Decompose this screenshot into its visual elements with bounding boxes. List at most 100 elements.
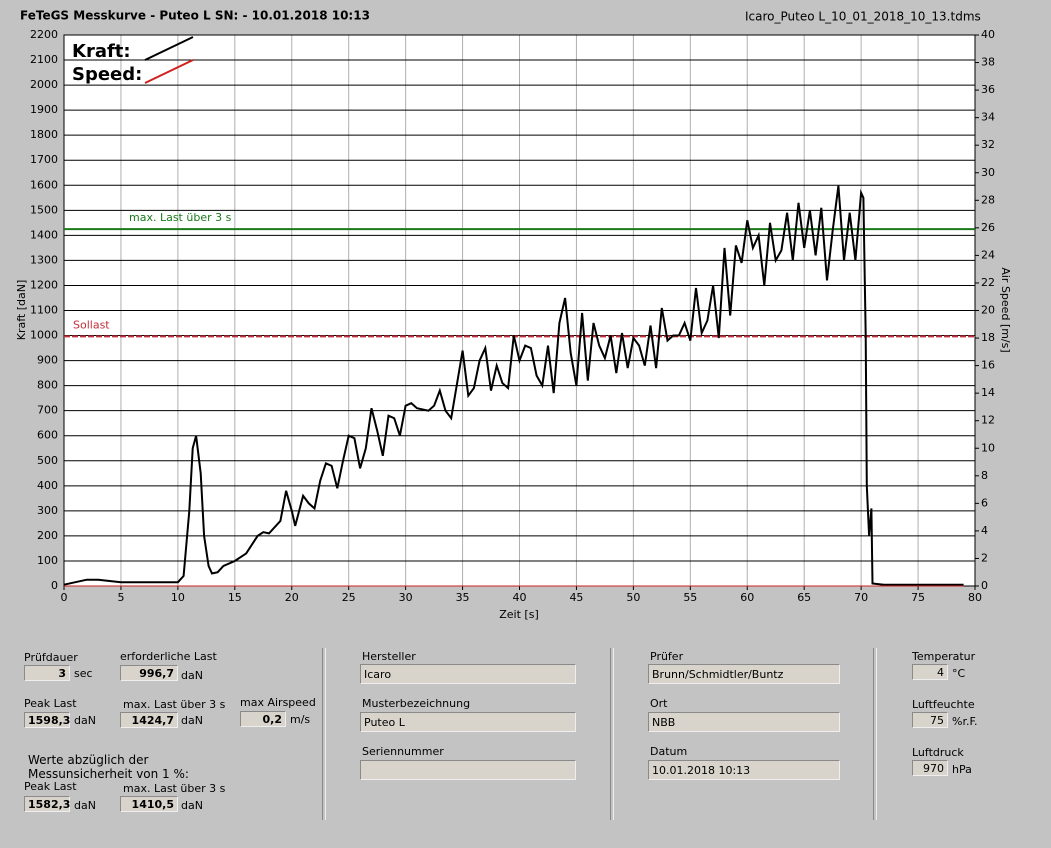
y2-tick-label: 24 (981, 248, 995, 261)
y-tick-label: 900 (37, 354, 58, 367)
unit: °C (952, 667, 966, 680)
value: 1582,3 (24, 796, 70, 812)
y2-tick-label: 28 (981, 193, 995, 206)
unit: daN (181, 669, 203, 682)
x-tick-label: 0 (61, 591, 68, 604)
note: Messunsicherheit von 1 %: (28, 767, 189, 781)
y2-tick-label: 38 (981, 56, 995, 69)
label: max Airspeed (240, 696, 316, 709)
value: 970 (912, 760, 948, 776)
value: 1410,5 (120, 796, 178, 812)
unit: daN (181, 799, 203, 812)
y2-tick-label: 2 (981, 551, 988, 564)
value: 1424,7 (120, 712, 178, 728)
y2-label: Air Speed [m/s] (999, 267, 1012, 352)
y2-tick-label: 34 (981, 111, 995, 124)
legend-label: Speed: (72, 64, 142, 85)
y-tick-label: 1500 (30, 203, 58, 216)
chart: FeTeGS Messkurve - Puteo L SN: - 10.01.2… (15, 9, 1012, 622)
y2-tick-label: 16 (981, 359, 995, 372)
label: Datum (650, 745, 688, 758)
x-tick-label: 80 (968, 591, 982, 604)
y2-tick-label: 6 (981, 496, 988, 509)
x-tick-label: 65 (797, 591, 811, 604)
y-tick-label: 500 (37, 454, 58, 467)
y2-tick-label: 8 (981, 469, 988, 482)
y-tick-label: 1300 (30, 253, 58, 266)
label: Seriennummer (362, 745, 444, 758)
label: Peak Last (24, 697, 77, 710)
value: 75 (912, 712, 948, 728)
value: 4 (912, 664, 948, 680)
unit: m/s (290, 713, 311, 726)
label: max. Last über 3 s (123, 698, 226, 711)
legend-label: Kraft: (72, 41, 131, 62)
y2-tick-label: 22 (981, 276, 995, 289)
y-tick-label: 1700 (30, 153, 58, 166)
field (360, 760, 576, 780)
x-tick-label: 30 (399, 591, 413, 604)
y-tick-label: 2100 (30, 53, 58, 66)
value: 1598,3 (24, 712, 70, 728)
label: Temperatur (912, 650, 976, 663)
x-tick-label: 5 (117, 591, 124, 604)
value: 3 (24, 665, 70, 681)
y-tick-label: 1100 (30, 304, 58, 317)
legend-swatch (144, 36, 194, 61)
y2-tick-label: 18 (981, 331, 995, 344)
y2-tick-label: 32 (981, 138, 995, 151)
x-tick-label: 60 (740, 591, 754, 604)
label: Peak Last (24, 780, 77, 793)
label: Luftdruck (912, 746, 964, 759)
x-tick-label: 45 (569, 591, 583, 604)
field: NBB (648, 712, 840, 732)
label: erforderliche Last (120, 650, 217, 663)
note: Werte abzüglich der (28, 753, 149, 767)
x-tick-label: 35 (456, 591, 470, 604)
label: Ort (650, 697, 668, 710)
field: 10.01.2018 10:13 (648, 760, 840, 780)
field: Puteo L (360, 712, 576, 732)
y2-tick-label: 30 (981, 166, 995, 179)
y2-tick-label: 26 (981, 221, 995, 234)
x-label: Zeit [s] (499, 608, 538, 621)
legend-swatch (144, 59, 194, 84)
unit: daN (74, 799, 96, 812)
y-tick-label: 600 (37, 429, 58, 442)
y-tick-label: 400 (37, 479, 58, 492)
x-tick-label: 55 (683, 591, 697, 604)
y-tick-label: 200 (37, 529, 58, 542)
value: 0,2 (240, 711, 286, 727)
x-tick-label: 20 (285, 591, 299, 604)
y2-tick-label: 10 (981, 441, 995, 454)
unit: %r.F. (952, 715, 978, 728)
y-tick-label: 2000 (30, 78, 58, 91)
x-tick-label: 40 (513, 591, 527, 604)
y2-tick-label: 12 (981, 414, 995, 427)
separator (610, 648, 614, 820)
y-tick-label: 0 (51, 579, 58, 592)
label: Musterbezeichnung (362, 697, 471, 710)
y-tick-label: 1900 (30, 103, 58, 116)
field: Brunn/Schmidtler/Buntz (648, 664, 840, 684)
y-label: Kraft [daN] (15, 280, 28, 341)
separator (322, 648, 326, 820)
y2-tick-label: 40 (981, 28, 995, 41)
y-tick-label: 800 (37, 379, 58, 392)
y2-tick-label: 14 (981, 386, 995, 399)
x-tick-label: 75 (911, 591, 925, 604)
y-tick-label: 1800 (30, 128, 58, 141)
y-tick-label: 1400 (30, 228, 58, 241)
label: Luftfeuchte (912, 698, 975, 711)
unit: daN (181, 714, 203, 727)
x-tick-label: 25 (342, 591, 356, 604)
reference-label: Sollast (73, 318, 110, 331)
separator (873, 648, 877, 820)
reference-label: max. Last über 3 s (129, 211, 232, 224)
y-tick-label: 1200 (30, 278, 58, 291)
title: FeTeGS Messkurve - Puteo L SN: - 10.01.2… (20, 9, 370, 23)
x-tick-label: 15 (228, 591, 242, 604)
field: Icaro (360, 664, 576, 684)
unit: sec (74, 667, 93, 680)
